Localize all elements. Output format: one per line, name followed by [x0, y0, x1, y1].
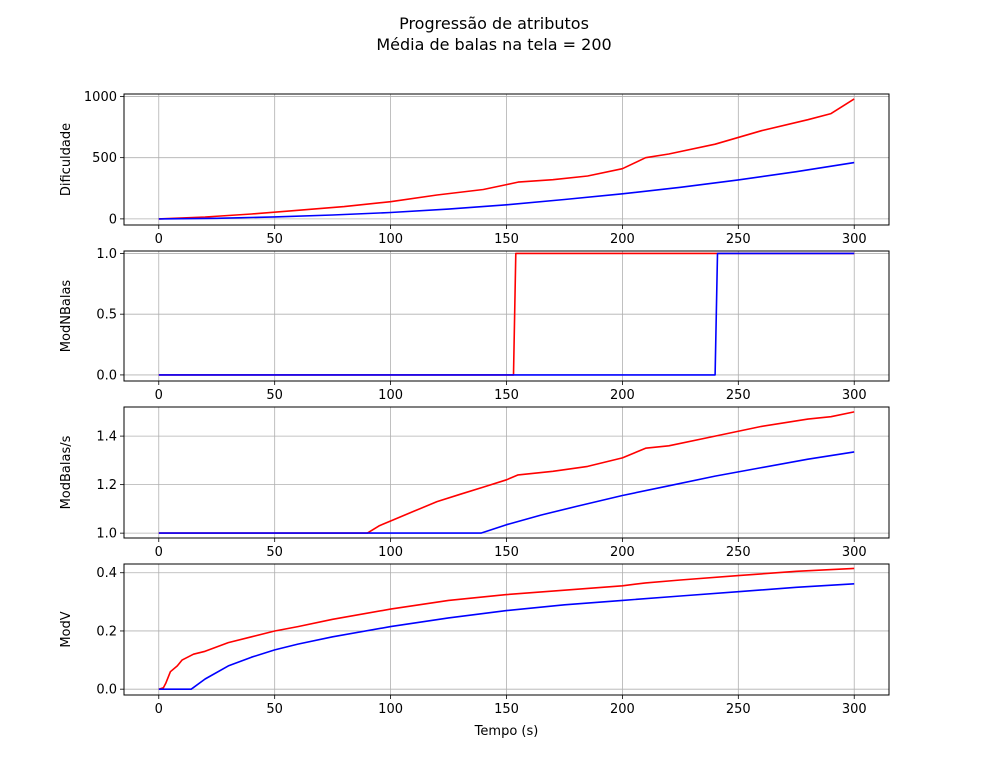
subplot-4: 0 50 100 150 200 250 300 0.0 0.2 0.4 ModV Tempo (s) [59, 563, 890, 739]
x-tick-label: 200 [610, 232, 635, 247]
y-tick-label: 0.0 [96, 683, 117, 698]
series-line-2 [158, 583, 855, 691]
x-tick-label: 200 [610, 702, 635, 717]
x-tick-label: 150 [494, 388, 519, 403]
y-tick-label: 0.4 [96, 566, 117, 581]
x-tick-label: 250 [726, 545, 751, 560]
y-tick-label: 1.4 [96, 430, 117, 445]
x-tick-label: 150 [494, 545, 519, 560]
y-tick-label: 1000 [84, 90, 117, 105]
y-tick-label: 1.2 [96, 478, 117, 493]
y-axis-label: ModBalas/s [59, 435, 74, 509]
x-tick-label: 100 [378, 388, 403, 403]
x-tick-label: 300 [842, 702, 867, 717]
x-tick-label: 300 [842, 388, 867, 403]
series-line-1 [158, 98, 855, 220]
series-line-2 [158, 451, 855, 534]
y-tick-label: 0 [109, 212, 117, 227]
y-axis-label: ModNBalas [59, 280, 74, 353]
x-tick-label: 200 [610, 388, 635, 403]
x-tick-label: 0 [155, 388, 163, 403]
y-tick-label: 0.5 [96, 308, 117, 323]
x-axis-label: Tempo (s) [474, 724, 539, 739]
figure-title-line1: Progressão de atributos [399, 14, 589, 33]
series-line-1 [158, 567, 855, 690]
y-axis-label: ModV [59, 611, 74, 647]
x-tick-label: 0 [155, 702, 163, 717]
x-tick-label: 100 [378, 232, 403, 247]
x-tick-label: 50 [266, 388, 283, 403]
x-tick-label: 200 [610, 545, 635, 560]
x-tick-label: 0 [155, 232, 163, 247]
subplot-1: 0 50 100 150 200 250 300 0 500 1000 Dificuldade [59, 90, 890, 247]
subplot-3: 0 50 100 150 200 250 300 1.0 1.2 1.4 ModBalas/s [59, 406, 890, 560]
figure-title-line2: Média de balas na tela = 200 [376, 35, 611, 54]
x-tick-label: 250 [726, 702, 751, 717]
x-tick-label: 50 [266, 702, 283, 717]
x-tick-label: 0 [155, 545, 163, 560]
y-axis-label: Dificuldade [59, 123, 74, 196]
y-tick-label: 0.2 [96, 624, 117, 639]
x-tick-label: 100 [378, 702, 403, 717]
x-tick-label: 300 [842, 232, 867, 247]
x-tick-label: 50 [266, 232, 283, 247]
x-tick-label: 300 [842, 545, 867, 560]
subplot-2: 0 50 100 150 200 250 300 0.0 0.5 1.0 ModNBalas [59, 247, 890, 403]
x-tick-label: 150 [494, 232, 519, 247]
x-tick-label: 50 [266, 545, 283, 560]
y-tick-label: 1.0 [96, 247, 117, 262]
y-tick-label: 500 [92, 151, 117, 166]
x-tick-label: 250 [726, 388, 751, 403]
y-tick-label: 1.0 [96, 527, 117, 542]
series-line-2 [158, 161, 855, 220]
series-line-1 [158, 411, 855, 534]
y-tick-label: 0.0 [96, 368, 117, 383]
x-tick-label: 250 [726, 232, 751, 247]
x-tick-label: 100 [378, 545, 403, 560]
x-tick-label: 150 [494, 702, 519, 717]
series-line-2 [158, 252, 855, 376]
